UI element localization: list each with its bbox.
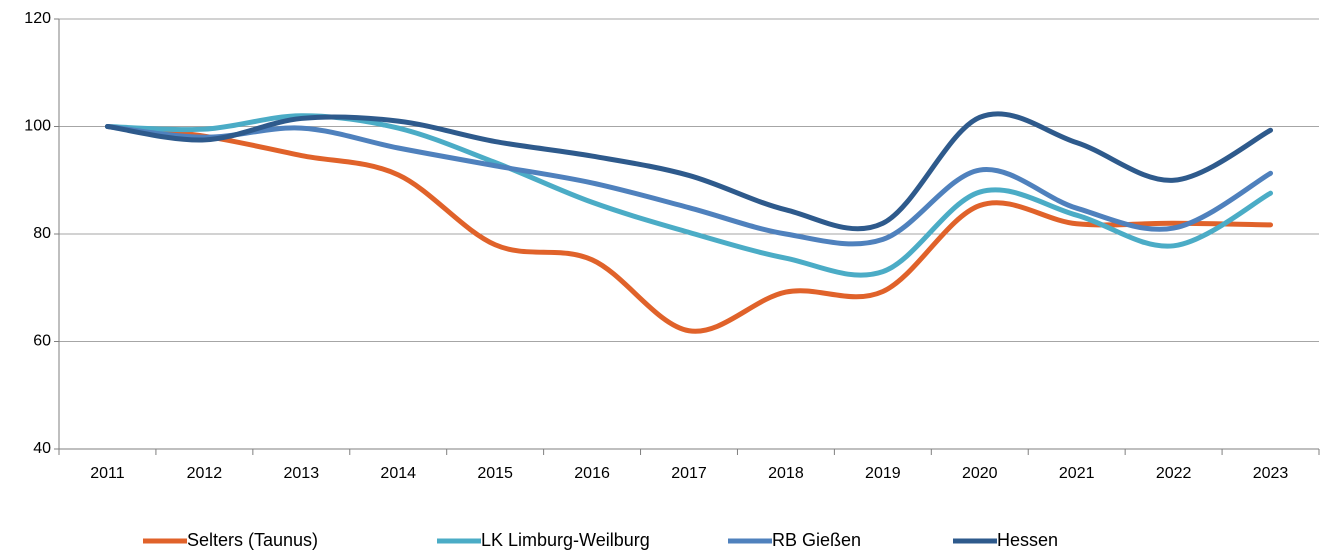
x-tick-label: 2016 — [574, 465, 610, 482]
legend-label: LK Limburg-Weilburg — [481, 530, 650, 550]
x-tick-label: 2017 — [671, 465, 707, 482]
x-tick-label: 2015 — [477, 465, 513, 482]
y-tick-label: 40 — [33, 440, 51, 457]
legend-label: Selters (Taunus) — [187, 530, 318, 550]
x-tick-label: 2019 — [865, 465, 901, 482]
y-tick-label: 120 — [24, 10, 51, 27]
y-tick-label: 60 — [33, 333, 51, 350]
legend-label: RB Gießen — [772, 530, 861, 550]
series-line — [104, 113, 1274, 278]
y-tick-label: 80 — [33, 225, 51, 242]
x-tick-label: 2012 — [187, 465, 223, 482]
series-line — [104, 124, 1274, 247]
y-tick-label: 100 — [24, 118, 51, 135]
x-tick-label: 2021 — [1059, 465, 1095, 482]
x-tick-label: 2013 — [284, 465, 320, 482]
x-tick-label: 2020 — [962, 465, 998, 482]
x-tick-label: 2014 — [380, 465, 416, 482]
legend-label: Hessen — [997, 530, 1058, 550]
x-tick-label: 2018 — [768, 465, 804, 482]
x-tick-label: 2022 — [1156, 465, 1192, 482]
series-line — [104, 124, 1274, 334]
x-tick-label: 2011 — [90, 465, 125, 482]
series-line — [104, 111, 1274, 232]
x-tick-label: 2023 — [1253, 465, 1289, 482]
